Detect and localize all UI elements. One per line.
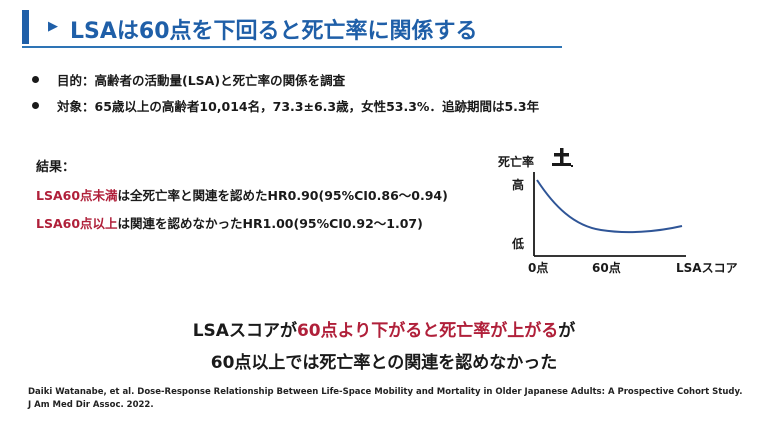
bullet-text: 対象：65歳以上の高齢者10,014名，73.3±6.3歳，女性53.3%．追跡… — [57, 98, 540, 114]
y-axis-title: 死亡率 — [498, 154, 534, 169]
bullet-dot-icon — [32, 75, 39, 83]
result-line-below-60: LSA60点未満は全死亡率と関連を認めたHR0.90(95%CI0.86～0.9… — [36, 185, 448, 213]
conclusion-line-1: LSAスコアが60点より下がると死亡率が上がるが — [0, 316, 768, 341]
citation: Daiki Watanabe, et al. Dose-Response Rel… — [28, 386, 742, 412]
grave-cross-icon — [552, 148, 573, 167]
conclusion-text: が — [558, 321, 576, 341]
y-axis-high-label: 高 — [512, 177, 524, 192]
results-heading: 結果： — [36, 160, 76, 175]
conclusion-text: LSAスコアが — [192, 321, 297, 341]
conclusion-text: 60点以上では死亡率との関連を認めなかった — [210, 353, 558, 373]
triangle-bullet-icon: ▶ — [48, 19, 58, 34]
bullet-text: 目的：高齢者の活動量(LSA)と死亡率の関係を調査 — [57, 72, 346, 88]
result-highlight: LSA60点未満 — [36, 188, 118, 203]
result-highlight: LSA60点以上 — [36, 216, 118, 231]
conclusion-line-2: 60点以上では死亡率との関連を認めなかった — [0, 348, 768, 373]
title-accent-bar — [22, 10, 29, 44]
mortality-curve-diagram: 死亡率 高 低 0点 60点 LSAスコア — [496, 146, 756, 280]
mortality-curve — [536, 179, 683, 234]
result-text: は全死亡率と関連を認めたHR0.90(95%CI0.86～0.94) — [117, 188, 448, 203]
page-title: LSAは60点を下回ると死亡率に関係する — [70, 19, 478, 44]
title-bar: ▶ LSAは60点を下回ると死亡率に関係する — [22, 10, 562, 48]
diagram-svg: 死亡率 高 低 0点 60点 LSAスコア — [498, 148, 738, 275]
citation-line: Daiki Watanabe, et al. Dose-Response Rel… — [28, 387, 743, 397]
result-line-above-60: LSA60点以上は関連を認めなかったHR1.00(95%CI0.92～1.07) — [36, 213, 448, 241]
y-axis-low-label: 低 — [511, 236, 524, 251]
results-block: 結果： LSA60点未満は全死亡率と関連を認めたHR0.90(95%CI0.86… — [36, 156, 448, 241]
x-tick-label: 60点 — [592, 260, 621, 275]
x-axis-title: LSAスコア — [676, 261, 738, 275]
conclusion-highlight: 60点より下がると死亡率が上がる — [296, 321, 559, 341]
bullet-purpose: 目的：高齢者の活動量(LSA)と死亡率の関係を調査 — [32, 66, 539, 92]
bullet-list: 目的：高齢者の活動量(LSA)と死亡率の関係を調査 対象：65歳以上の高齢者10… — [32, 66, 539, 118]
result-text: は関連を認めなかったHR1.00(95%CI0.92～1.07) — [117, 216, 423, 231]
citation-line: J Am Med Dir Assoc. 2022. — [28, 400, 154, 410]
x-tick-label: 0点 — [528, 260, 548, 275]
bullet-subjects: 対象：65歳以上の高齢者10,014名，73.3±6.3歳，女性53.3%．追跡… — [32, 92, 539, 118]
bullet-dot-icon — [32, 101, 39, 109]
